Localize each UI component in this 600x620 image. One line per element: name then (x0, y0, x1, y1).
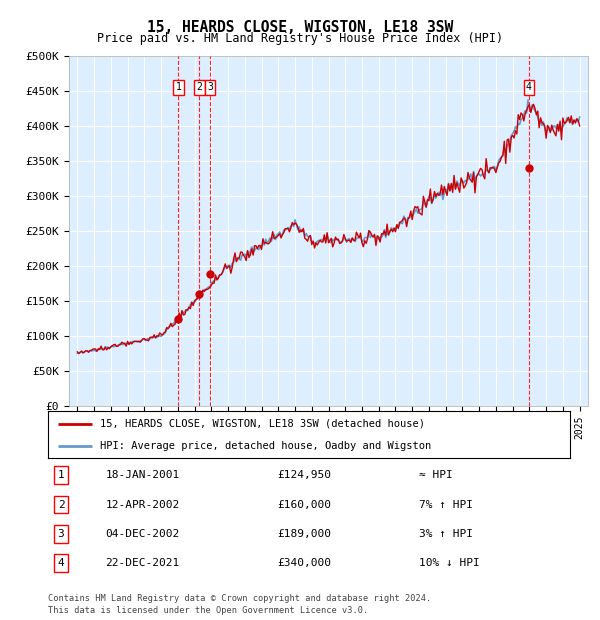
Text: 4: 4 (526, 82, 532, 92)
Text: 18-JAN-2001: 18-JAN-2001 (106, 471, 179, 480)
Text: 12-APR-2002: 12-APR-2002 (106, 500, 179, 510)
Text: 2: 2 (196, 82, 202, 92)
Text: 2: 2 (58, 500, 64, 510)
Text: £124,950: £124,950 (278, 471, 332, 480)
Text: 15, HEARDS CLOSE, WIGSTON, LE18 3SW: 15, HEARDS CLOSE, WIGSTON, LE18 3SW (147, 20, 453, 35)
Text: £160,000: £160,000 (278, 500, 332, 510)
Text: 1: 1 (176, 82, 181, 92)
Text: 3: 3 (58, 529, 64, 539)
Text: 04-DEC-2002: 04-DEC-2002 (106, 529, 179, 539)
Text: 3% ↑ HPI: 3% ↑ HPI (419, 529, 473, 539)
Text: 22-DEC-2021: 22-DEC-2021 (106, 558, 179, 568)
Text: Contains HM Land Registry data © Crown copyright and database right 2024.: Contains HM Land Registry data © Crown c… (48, 594, 431, 603)
Text: ≈ HPI: ≈ HPI (419, 471, 452, 480)
Text: £340,000: £340,000 (278, 558, 332, 568)
Text: 10% ↓ HPI: 10% ↓ HPI (419, 558, 479, 568)
Text: Price paid vs. HM Land Registry's House Price Index (HPI): Price paid vs. HM Land Registry's House … (97, 32, 503, 45)
Text: 4: 4 (58, 558, 64, 568)
Text: This data is licensed under the Open Government Licence v3.0.: This data is licensed under the Open Gov… (48, 606, 368, 616)
Text: 3: 3 (207, 82, 213, 92)
Text: 15, HEARDS CLOSE, WIGSTON, LE18 3SW (detached house): 15, HEARDS CLOSE, WIGSTON, LE18 3SW (det… (100, 418, 425, 428)
Text: 7% ↑ HPI: 7% ↑ HPI (419, 500, 473, 510)
Text: HPI: Average price, detached house, Oadby and Wigston: HPI: Average price, detached house, Oadb… (100, 441, 431, 451)
Text: 1: 1 (58, 471, 64, 480)
Text: £189,000: £189,000 (278, 529, 332, 539)
